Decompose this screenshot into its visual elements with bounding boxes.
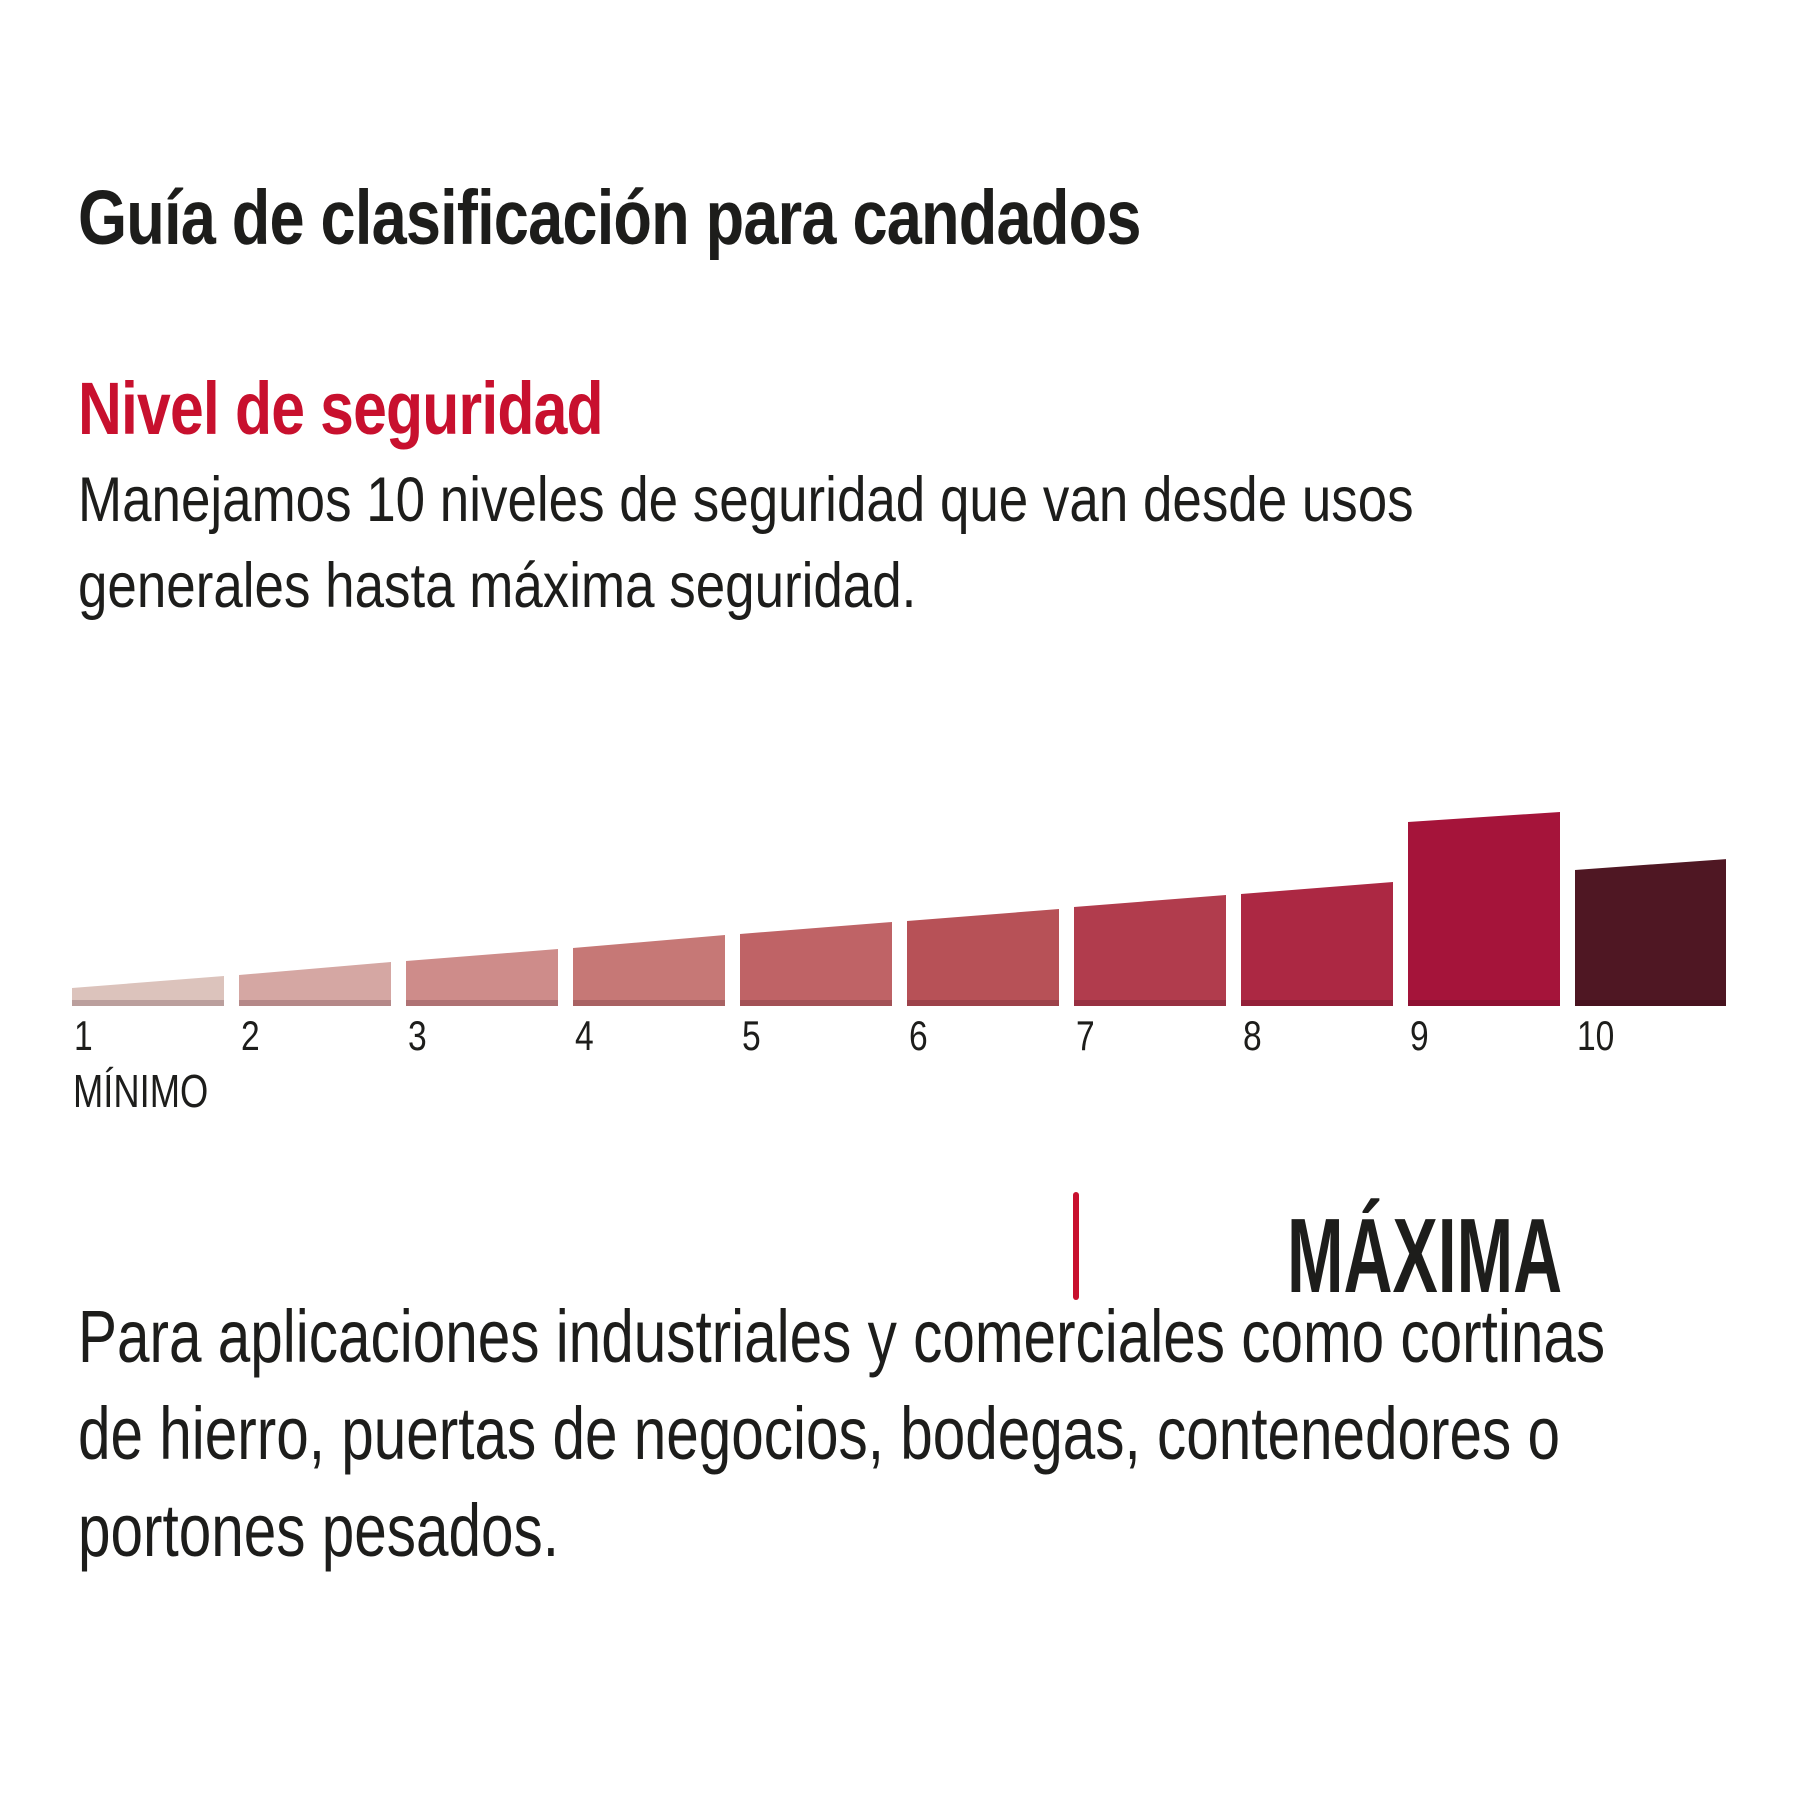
bar-level-1 — [72, 976, 224, 1006]
bar-number-label-4: 4 — [575, 1012, 594, 1059]
bar-base-shade — [406, 1000, 558, 1006]
bar-level-10 — [1575, 859, 1726, 1006]
bar-base-shade — [1408, 1000, 1560, 1006]
bar-number-label-6: 6 — [909, 1012, 928, 1059]
maximum-label: MÁXIMA — [1287, 1197, 1563, 1315]
bar-level-3 — [406, 949, 558, 1006]
bar-base-shade — [907, 1000, 1059, 1006]
intro-line-1: Manejamos 10 niveles de seguridad que va… — [78, 465, 1414, 535]
maximum-tick-marker — [1073, 1192, 1079, 1300]
bar-number-label-5: 5 — [742, 1012, 761, 1059]
bar-base-shade — [740, 1000, 892, 1006]
bar-level-8 — [1241, 882, 1393, 1006]
bar-number-label-7: 7 — [1076, 1012, 1095, 1059]
bar-base-shade — [72, 1000, 224, 1006]
bar-number-label-2: 2 — [241, 1012, 260, 1059]
bar-base-shade — [1241, 1000, 1393, 1006]
footer-line-3: portones pesados. — [78, 1489, 560, 1572]
bar-level-6 — [907, 909, 1059, 1006]
bar-level-5 — [740, 922, 892, 1006]
intro-line-2: generales hasta máxima seguridad. — [78, 551, 917, 621]
security-level-bar-chart — [72, 812, 1726, 1006]
bar-base-shade — [239, 1000, 391, 1006]
bar-number-label-8: 8 — [1243, 1012, 1262, 1059]
bar-number-label-1: 1 — [74, 1012, 93, 1059]
intro-paragraph: Manejamos 10 niveles de seguridad que va… — [78, 457, 1414, 629]
bar-level-7 — [1074, 895, 1226, 1006]
minimum-label: MÍNIMO — [73, 1065, 209, 1117]
section-heading: Nivel de seguridad — [78, 367, 604, 450]
bar-number-label-3: 3 — [408, 1012, 427, 1059]
bar-level-4 — [573, 935, 725, 1006]
bar-base-shade — [573, 1000, 725, 1006]
page-title: Guía de clasificación para candados — [78, 175, 1141, 261]
bar-number-label-10: 10 — [1577, 1012, 1615, 1059]
footer-line-2: de hierro, puertas de negocios, bodegas,… — [78, 1392, 1561, 1475]
footer-paragraph: Para aplicaciones industriales y comerci… — [78, 1288, 1605, 1579]
bar-base-shade — [1575, 1000, 1726, 1006]
footer-line-1: Para aplicaciones industriales y comerci… — [78, 1295, 1606, 1378]
bar-base-shade — [1074, 1000, 1226, 1006]
bar-level-9 — [1408, 812, 1560, 1006]
bar-number-label-9: 9 — [1410, 1012, 1429, 1059]
bar-level-2 — [239, 962, 391, 1006]
